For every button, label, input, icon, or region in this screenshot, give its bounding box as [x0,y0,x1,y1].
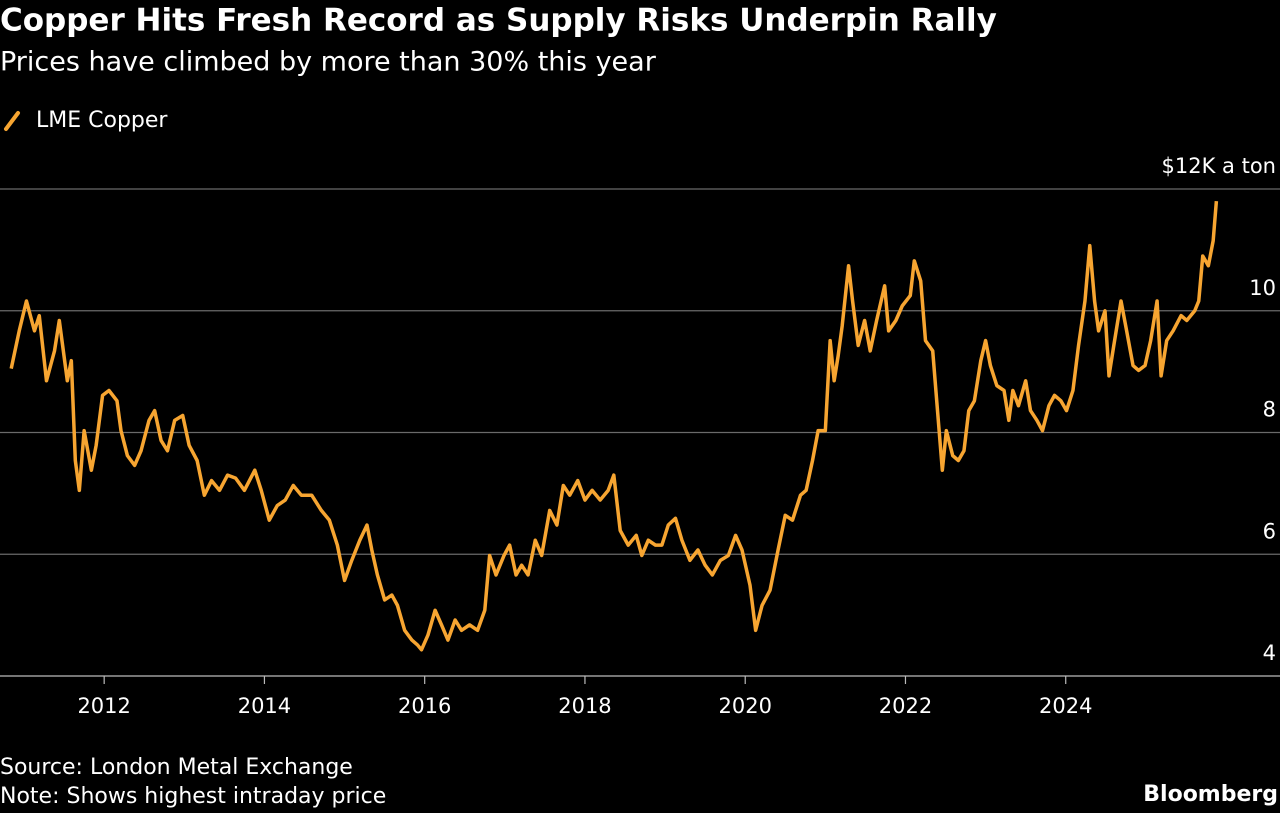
source-note: Source: London Metal Exchange [0,755,353,780]
x-tick-label: 2020 [718,694,771,718]
x-tick-label: 2012 [77,694,130,718]
y-tick-label: 4 [1263,641,1276,665]
y-tick-label: 8 [1263,398,1276,422]
x-tick-label: 2018 [558,694,611,718]
x-tick-label: 2014 [238,694,291,718]
legend-swatch [4,111,20,131]
x-tick-label: 2024 [1039,694,1092,718]
legend-label: LME Copper [36,108,168,133]
footnote: Note: Shows highest intraday price [0,784,386,809]
y-tick-label: $12K a ton [1162,154,1276,178]
x-tick-label: 2016 [398,694,451,718]
y-tick-label: 6 [1263,519,1276,543]
x-tick-label: 2022 [879,694,932,718]
chart-subtitle: Prices have climbed by more than 30% thi… [0,47,657,78]
brand: Bloomberg [1143,782,1278,807]
chart-title: Copper Hits Fresh Record as Supply Risks… [0,3,997,39]
y-tick-label: 10 [1249,276,1276,300]
price-line [9,201,1219,652]
